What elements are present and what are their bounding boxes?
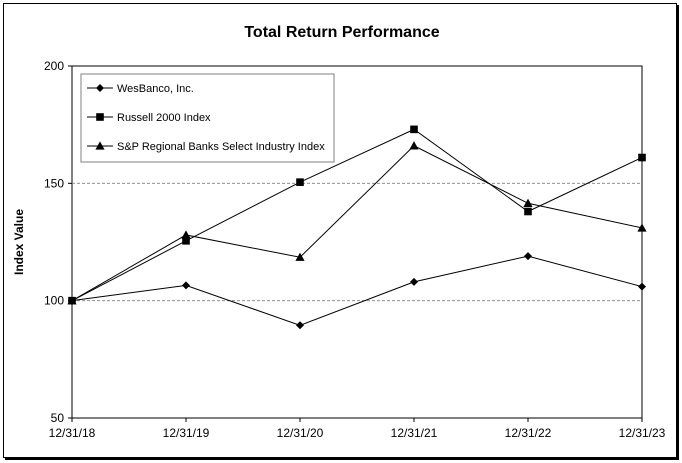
legend-marker [96, 84, 104, 92]
data-point-series-3 [181, 230, 191, 239]
legend-marker [95, 141, 105, 150]
series-line-2 [71, 128, 643, 302]
x-tick-label: 12/31/23 [619, 426, 666, 440]
series-group [67, 125, 647, 330]
data-point-series-1 [524, 252, 532, 261]
series-line-1 [71, 255, 643, 326]
data-point-series-2 [524, 207, 532, 216]
y-tick-label: 100 [44, 294, 64, 308]
chart-title: Total Return Performance [244, 24, 439, 41]
series-line-3 [71, 145, 643, 302]
y-tick-label: 150 [44, 176, 64, 190]
y-axis-label: Index Value [12, 209, 26, 275]
legend-box [80, 73, 335, 163]
x-tick-label: 12/31/21 [391, 426, 438, 440]
y-tick-label: 200 [44, 59, 64, 73]
x-axis-ticks: 12/31/18 12/31/19 12/31/20 12/31/21 12/31/22… [49, 418, 666, 440]
data-point-series-2 [296, 178, 304, 186]
data-point-series-3 [67, 296, 77, 305]
x-tick-label: 12/31/19 [163, 426, 210, 440]
data-point-series-3 [409, 141, 419, 150]
data-point-series-2 [638, 153, 646, 162]
y-axis-ticks: 50 100 150 200 [44, 59, 72, 425]
data-point-series-3 [637, 223, 647, 232]
legend-label: WesBanco, Inc. [117, 83, 194, 95]
x-tick-label: 12/31/18 [49, 426, 96, 440]
data-point-series-1 [296, 321, 304, 330]
data-point-series-2 [182, 237, 190, 245]
x-tick-label: 12/31/22 [505, 426, 552, 440]
data-point-series-1 [182, 281, 190, 290]
x-tick-label: 12/31/20 [277, 426, 324, 440]
legend-label: Russell 2000 Index [117, 112, 211, 124]
legend-label: S&P Regional Banks Select Industry Index [117, 141, 325, 153]
legend: WesBanco, Inc. Russell 2000 Index S&P Regi… [80, 73, 335, 163]
data-point-series-1 [410, 277, 418, 286]
data-point-series-3 [295, 252, 305, 261]
data-point-series-3 [523, 198, 533, 207]
y-tick-label: 50 [51, 411, 65, 425]
data-point-series-1 [638, 282, 646, 291]
data-point-series-2 [410, 125, 418, 134]
gridlines [72, 182, 642, 302]
legend-marker [96, 113, 104, 121]
